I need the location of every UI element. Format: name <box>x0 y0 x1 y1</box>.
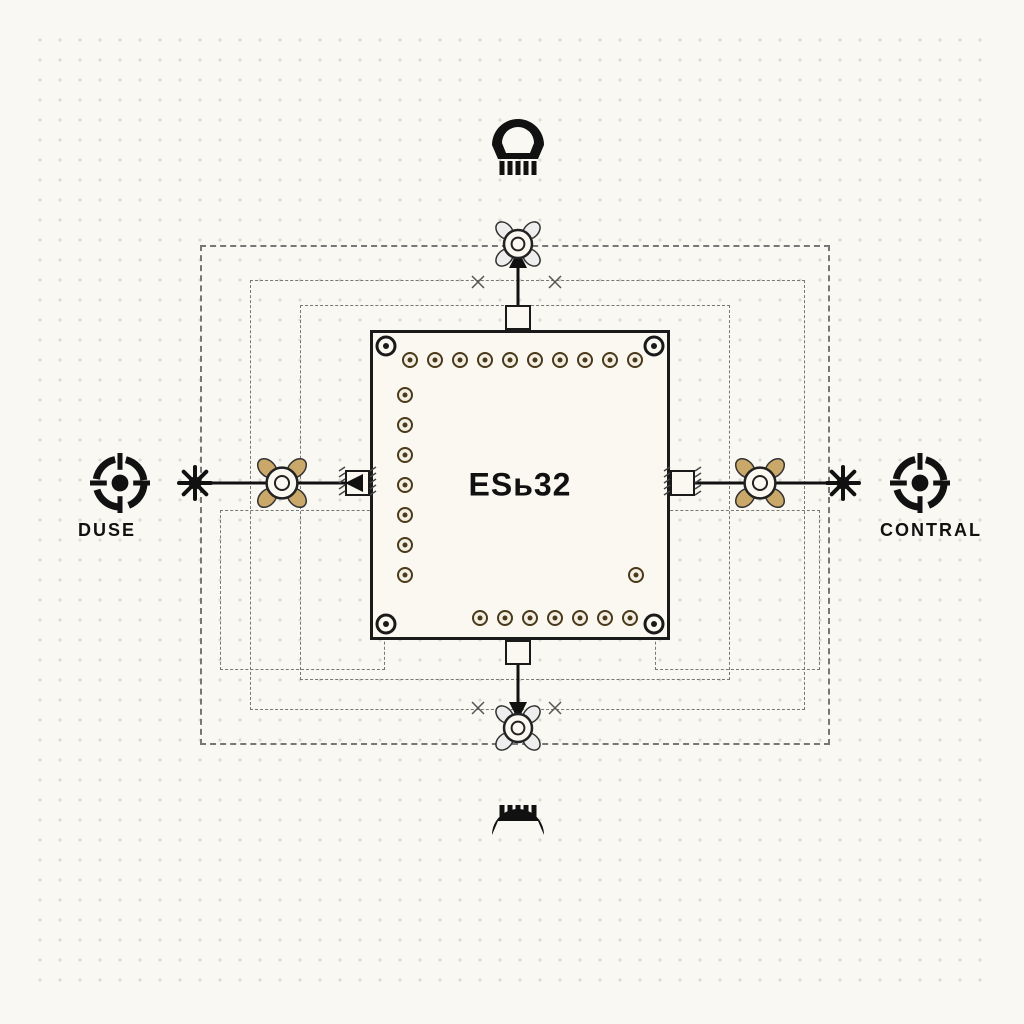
port-connector-0 <box>505 305 531 330</box>
chip-label: ESь32 <box>469 467 572 504</box>
port-connector-2 <box>345 470 370 496</box>
dashed-frame-4 <box>655 510 820 670</box>
port-connector-1 <box>505 640 531 665</box>
diagram-stage: ESь32 DUSE CONTRAL <box>0 0 1024 1024</box>
bulb-icon <box>492 119 544 175</box>
spark-icon <box>827 467 859 499</box>
right-port-label: CONTRAL <box>880 520 982 541</box>
bulb-icon <box>492 805 544 837</box>
esp32-chip: ESь32 <box>370 330 670 640</box>
left-port-label: DUSE <box>78 520 136 541</box>
target-icon <box>90 453 150 513</box>
dashed-frame-3 <box>220 510 385 670</box>
port-connector-3 <box>670 470 695 496</box>
target-icon <box>890 453 950 513</box>
